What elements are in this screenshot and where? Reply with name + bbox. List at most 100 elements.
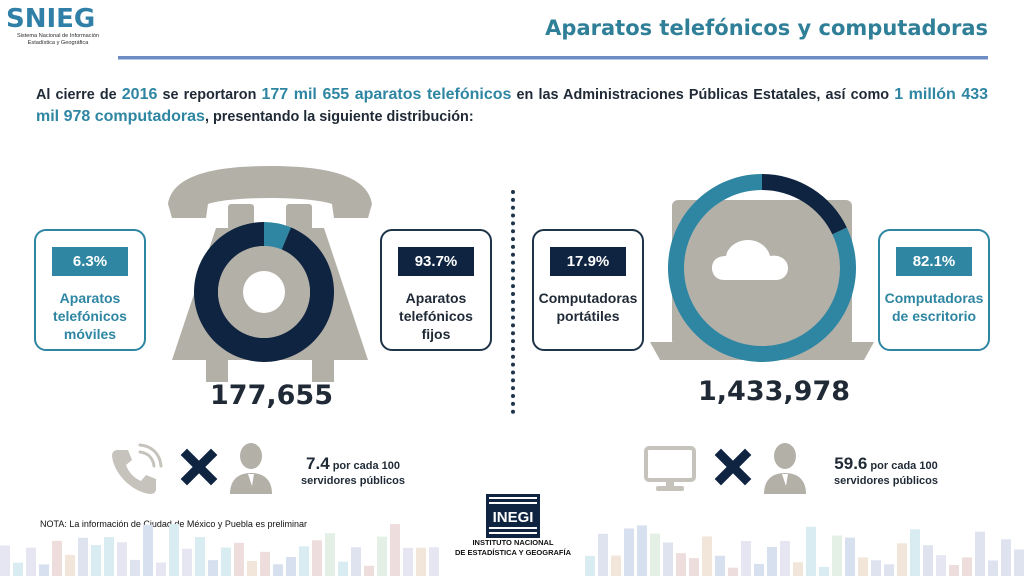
decorative-bar (0, 545, 10, 576)
decorative-bar (260, 551, 270, 576)
decorative-bar (949, 565, 959, 576)
decorative-bar (52, 540, 62, 576)
decorative-bar (754, 563, 764, 576)
decorative-bar (351, 547, 361, 576)
decorative-bar (767, 547, 777, 576)
decorative-bar (689, 558, 699, 576)
intro-phones: 177 mil 655 aparatos telefónicos (261, 86, 512, 103)
decorative-bar (247, 560, 257, 576)
decorative-bar (182, 548, 192, 576)
mobile-label-1: Aparatos (59, 290, 121, 306)
decorative-bar (663, 542, 673, 576)
portable-computers-pct: 17.9% (550, 247, 626, 276)
decorative-bar (429, 547, 439, 576)
portable-label-1: Computadoras (538, 290, 638, 306)
decorative-bar (156, 562, 166, 576)
logo-sub-line2: Estadística y Geográfica (27, 39, 89, 46)
phones-ratio-unit: por cada 100 (329, 460, 400, 472)
inegi-emblem: INEGI (486, 494, 540, 538)
intro-t4: , presentando la siguiente distribución: (204, 109, 474, 125)
decorative-bar (13, 562, 23, 576)
user-icon (230, 443, 272, 494)
decorative-bar (650, 533, 660, 576)
decorative-bar (624, 528, 634, 576)
laptop-icon (650, 200, 874, 360)
monitor-icon (644, 446, 696, 491)
fixed-label-1: Aparatos (405, 290, 467, 306)
decorative-bar (390, 524, 400, 576)
logo-word: SNIEG (6, 4, 96, 34)
portable-computers-panel: 17.9% Computadoras portátiles (532, 229, 644, 351)
decorative-bar (871, 560, 881, 576)
decorative-bar (195, 537, 205, 576)
computers-ratio-value: 59.6 (834, 454, 868, 473)
decorative-bar (273, 564, 283, 576)
decorative-bar (325, 533, 335, 576)
intro-t2: se reportaron (157, 87, 262, 103)
mobile-phones-label: Aparatos telefónicos móviles (36, 289, 144, 343)
decorative-bar (286, 557, 296, 576)
decorative-bar (39, 564, 49, 576)
decorative-bar (91, 545, 101, 576)
intro-t3: en las Administraciones Públicas Estatal… (511, 87, 895, 103)
mobile-label-3: móviles (63, 326, 117, 342)
decorative-bar (962, 557, 972, 576)
decorative-bar (585, 555, 595, 576)
computer-donut-slice-1 (762, 174, 847, 235)
phones-ratio: 7.4 por cada 100 servidores públicos (300, 454, 406, 488)
decorative-bar (637, 525, 647, 576)
decorative-bar (702, 536, 712, 576)
phone-donut-slice-2 (194, 222, 334, 362)
portable-computers-label: Computadoras portátiles (534, 289, 642, 325)
decorative-bar (1014, 549, 1024, 576)
decorative-bar (65, 554, 75, 576)
decorative-bars (0, 524, 1024, 576)
decorative-bar (78, 537, 88, 576)
decorative-bar (338, 561, 348, 576)
multiply-icon (180, 448, 218, 486)
section-divider (511, 190, 515, 414)
cloud-icon (712, 240, 788, 280)
footnote: NOTA: La información de Ciudad de México… (40, 519, 307, 529)
phone-donut-slice-1 (264, 222, 291, 250)
phones-total: 177,655 (210, 380, 333, 411)
phone-donut-center (243, 271, 285, 313)
desktop-computers-panel: 82.1% Computadoras de escritorio (878, 229, 990, 351)
decorative-bar (676, 553, 686, 576)
decorative-bar (299, 546, 309, 576)
decorative-bar (884, 564, 894, 576)
desktop-label-2: de escritorio (891, 308, 977, 324)
mobile-phones-panel: 6.3% Aparatos telefónicos móviles (34, 229, 146, 351)
decorative-bar (221, 547, 231, 576)
decorative-bar (806, 526, 816, 576)
computers-ratio: 59.6 por cada 100 servidores públicos (830, 454, 942, 488)
decorative-bar (377, 536, 387, 576)
fixed-label-2: telefónicos (399, 308, 473, 324)
decorative-bar (858, 557, 868, 576)
rotary-phone-icon (168, 166, 372, 382)
decorative-bar (897, 543, 907, 576)
phones-ratio-value: 7.4 (306, 454, 330, 473)
user-icon (764, 443, 806, 494)
decorative-bar (910, 529, 920, 576)
decorative-bar (936, 555, 946, 576)
decorative-bar (598, 533, 608, 576)
computers-total: 1,433,978 (698, 376, 851, 407)
mobile-phones-pct: 6.3% (52, 247, 128, 276)
decorative-bar (130, 559, 140, 576)
fixed-phones-label: Aparatos telefónicos fijos (382, 289, 490, 343)
fixed-phones-pct: 93.7% (398, 247, 474, 276)
intro-text: Al cierre de 2016 se reportaron 177 mil … (36, 84, 988, 128)
logo-sub-line1: Sistema Nacional de Información (16, 33, 100, 39)
decorative-bar (1001, 539, 1011, 576)
desktop-label-1: Computadoras (884, 290, 984, 306)
decorative-bar (832, 535, 842, 576)
decorative-bar (793, 562, 803, 576)
decorative-bar (715, 555, 725, 576)
logo-subtitle: Sistema Nacional de Información Estadíst… (6, 33, 110, 46)
intro-computers: 1 millón 433 mil 978 computadoras (36, 86, 989, 125)
decorative-bar (845, 537, 855, 576)
decorative-bar (143, 524, 153, 576)
fixed-label-3: fijos (421, 326, 451, 342)
decorative-bar (988, 560, 998, 576)
